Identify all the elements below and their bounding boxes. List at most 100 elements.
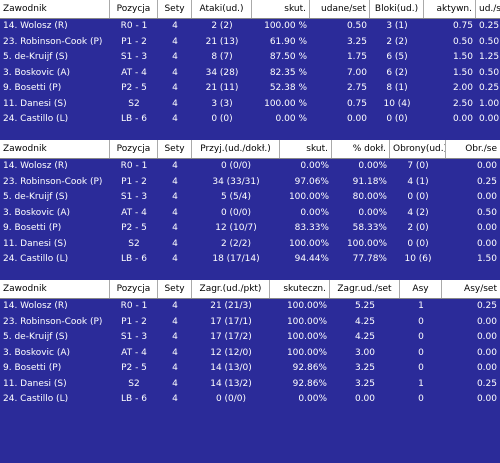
cell-reception-accuracy: 58.33% bbox=[352, 223, 387, 233]
cell-digs-per-set: 1.50 bbox=[476, 254, 497, 264]
cell-digs-per-set: 0.25 bbox=[476, 176, 497, 187]
column-header-sets[interactable]: Sety bbox=[158, 140, 192, 158]
column-header-reception-accuracy[interactable]: % dokł. bbox=[332, 140, 390, 158]
cell-sets: 4 bbox=[172, 394, 178, 404]
cell-receptions: 34 (33/31) bbox=[212, 176, 260, 187]
cell-serves: 17 (17/2) bbox=[210, 332, 252, 342]
table-row[interactable]: 24. Castillo (L) LB - 6 4 0 (0) 0.00 % 0.00 0 … bbox=[0, 112, 500, 128]
cell-attacks-per-set: 3.25 bbox=[346, 36, 367, 47]
table-row[interactable]: 11. Danesi (S) S2 4 2 (2/2) 100.00% 100.00% 0 … bbox=[0, 237, 500, 253]
cell-serve-efficiency: 92.86% bbox=[292, 363, 327, 373]
table-row[interactable]: 11. Danesi (S) S2 4 14 (13/2) 92.86% 3.25 1 0.2… bbox=[0, 377, 500, 393]
cell-position: S1 - 3 bbox=[120, 52, 148, 62]
table-row[interactable]: 11. Danesi (S) S2 4 3 (3) 100.00 % 0.75 10 (4)… bbox=[0, 97, 500, 113]
cell-digs: 10 (6) bbox=[404, 254, 432, 264]
column-header-reception-efficiency[interactable]: skut. bbox=[280, 140, 332, 158]
cell-reception-efficiency: 94.44% bbox=[294, 254, 329, 264]
cell-reception-accuracy: 100.00% bbox=[346, 238, 387, 249]
cell-position: P2 - 5 bbox=[121, 83, 147, 93]
cell-aces-per-set: 0.25 bbox=[476, 301, 497, 311]
table-row[interactable]: 5. de-Kruijf (S) S1 - 3 4 17 (17/2) 100.00% 4… bbox=[0, 330, 500, 346]
column-header-blocks-per-set[interactable]: ud./se bbox=[479, 4, 500, 14]
cell-attack-efficiency: 52.38 % bbox=[269, 83, 307, 93]
cell-reception-efficiency: 0.00% bbox=[300, 207, 329, 218]
column-header-attack-efficiency[interactable]: skut. bbox=[252, 0, 310, 18]
cell-aces: 0 bbox=[418, 332, 424, 342]
table-row[interactable]: 3. Boskovic (A) AT - 4 4 12 (12/0) 100.00% 3.… bbox=[0, 346, 500, 362]
table-row[interactable]: 24. Castillo (L) LB - 6 4 0 (0/0) 0.00% 0.00 0… bbox=[0, 392, 500, 408]
cell-blocks: 3 (1) bbox=[386, 21, 408, 31]
cell-reception-efficiency: 100.00% bbox=[288, 192, 329, 202]
cell-position: P1 - 2 bbox=[121, 176, 147, 187]
table-row[interactable]: 9. Bosetti (P) P2 - 5 4 21 (11) 52.38 % 2.75 8… bbox=[0, 81, 500, 97]
cell-aces: 0 bbox=[418, 363, 424, 373]
column-header-aces-per-set[interactable]: Asy/set bbox=[464, 284, 497, 294]
cell-position: LB - 6 bbox=[121, 254, 147, 264]
column-header-blocks[interactable]: Bloki(ud.) bbox=[370, 0, 424, 18]
column-header-player[interactable]: Zawodnik bbox=[0, 0, 110, 18]
cell-receptions: 12 (10/7) bbox=[215, 223, 257, 233]
column-header-position[interactable]: Pozycja bbox=[110, 0, 158, 18]
cell-reception-efficiency: 0.00% bbox=[300, 161, 329, 171]
table-row[interactable]: 9. Bosetti (P) P2 - 5 4 14 (13/0) 92.86% 3.25… bbox=[0, 361, 500, 377]
column-header-attacks-per-set[interactable]: udane/set bbox=[310, 0, 370, 18]
cell-digs-per-set: 0.50 bbox=[476, 207, 497, 218]
table-row[interactable]: 9. Bosetti (P) P2 - 5 4 12 (10/7) 83.33% 58.3… bbox=[0, 221, 500, 237]
column-header-aces[interactable]: Asy bbox=[400, 280, 442, 298]
cell-digs-per-set: 0.00 bbox=[476, 223, 497, 233]
column-header-sets[interactable]: Sety bbox=[158, 280, 192, 298]
cell-reception-accuracy: 0.00% bbox=[358, 207, 387, 218]
cell-blocks-per-set: 1.25 bbox=[479, 52, 500, 62]
column-header-blocks-activity[interactable]: aktywn. bbox=[424, 0, 476, 18]
table-row[interactable]: 23. Robinson-Cook (P) P1 - 2 4 21 (13) 61.90… bbox=[0, 35, 500, 51]
cell-position: R0 - 1 bbox=[120, 301, 148, 311]
cell-blocks-per-set: 0.50 bbox=[479, 36, 500, 47]
cell-digs-per-set: 0.00 bbox=[476, 192, 497, 202]
table-row[interactable]: 5. de-Kruijf (S) S1 - 3 4 5 (5/4) 100.00% 80.… bbox=[0, 190, 500, 206]
column-header-serve-efficiency[interactable]: skuteczn. bbox=[270, 280, 330, 298]
cell-sets: 4 bbox=[172, 21, 178, 31]
column-header-attacks[interactable]: Ataki(ud.) bbox=[192, 0, 252, 18]
cell-player: 24. Castillo (L) bbox=[3, 114, 69, 124]
cell-blocks-per-set: 0.00 bbox=[479, 114, 500, 124]
cell-player: 11. Danesi (S) bbox=[3, 238, 67, 249]
cell-position: LB - 6 bbox=[121, 394, 147, 404]
column-header-position[interactable]: Pozycja bbox=[110, 280, 158, 298]
column-header-serves[interactable]: Zagr.(ud./pkt) bbox=[192, 280, 270, 298]
cell-aces-per-set: 0.00 bbox=[476, 363, 497, 373]
table-row[interactable]: 5. de-Kruijf (S) S1 - 3 4 8 (7) 87.50 % 1.75 6… bbox=[0, 50, 500, 66]
cell-position: P1 - 2 bbox=[121, 36, 147, 47]
column-header-position[interactable]: Pozycja bbox=[110, 140, 158, 158]
table-row[interactable]: 3. Boskovic (A) AT - 4 4 34 (28) 82.35 % 7.00… bbox=[0, 66, 500, 82]
table-row[interactable]: 14. Wolosz (R) R0 - 1 4 0 (0/0) 0.00% 0.00% 7 … bbox=[0, 159, 500, 175]
cell-sets: 4 bbox=[172, 83, 178, 93]
cell-sets: 4 bbox=[172, 114, 178, 124]
cell-attacks: 2 (2) bbox=[211, 21, 233, 31]
cell-blocks-activity: 2.50 bbox=[452, 98, 473, 109]
cell-serve-efficiency: 100.00% bbox=[286, 332, 327, 342]
cell-position: S1 - 3 bbox=[120, 332, 148, 342]
column-header-sets[interactable]: Sety bbox=[158, 0, 192, 18]
column-header-player[interactable]: Zawodnik bbox=[0, 280, 110, 298]
cell-serves-per-set: 3.25 bbox=[354, 378, 376, 389]
cell-receptions: 18 (17/14) bbox=[212, 254, 260, 264]
column-header-receptions[interactable]: Przyj.(ud./dokł.) bbox=[192, 140, 280, 158]
column-header-digs[interactable]: Obrony(ud.) bbox=[390, 140, 446, 158]
column-header-digs-per-set[interactable]: Obr./se bbox=[465, 144, 497, 154]
cell-aces: 1 bbox=[418, 378, 424, 389]
table-row[interactable]: 14. Wolosz (R) R0 - 1 4 21 (21/3) 100.00% 5.2… bbox=[0, 299, 500, 315]
serve-stats-table: Zawodnik Pozycja Sety Zagr.(ud./pkt) skutecz… bbox=[0, 280, 500, 408]
cell-attack-efficiency: 100.00 % bbox=[264, 21, 307, 31]
cell-sets: 4 bbox=[172, 98, 178, 109]
cell-player: 9. Bosetti (P) bbox=[3, 223, 62, 233]
cell-blocks-per-set: 1.00 bbox=[479, 98, 500, 109]
column-header-serves-per-set[interactable]: Zagr.ud./set bbox=[330, 280, 400, 298]
table-row[interactable]: 23. Robinson-Cook (P) P1 - 2 4 34 (33/31) 97… bbox=[0, 175, 500, 191]
table-row[interactable]: 23. Robinson-Cook (P) P1 - 2 4 17 (17/1) 100… bbox=[0, 315, 500, 331]
table-row[interactable]: 14. Wolosz (R) R0 - 1 4 2 (2) 100.00 % 0.50 3 … bbox=[0, 19, 500, 35]
cell-attack-efficiency: 100.00 % bbox=[264, 98, 307, 109]
cell-sets: 4 bbox=[172, 301, 178, 311]
table-row[interactable]: 3. Boskovic (A) AT - 4 4 0 (0/0) 0.00% 0.00% 4… bbox=[0, 206, 500, 222]
table-row[interactable]: 24. Castillo (L) LB - 6 4 18 (17/14) 94.44% 7… bbox=[0, 252, 500, 268]
column-header-player[interactable]: Zawodnik bbox=[0, 140, 110, 158]
